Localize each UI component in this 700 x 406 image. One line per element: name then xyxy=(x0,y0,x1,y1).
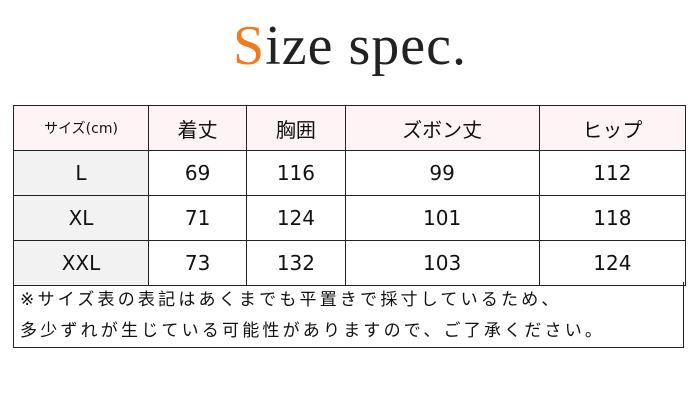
size-label: XXL xyxy=(13,240,149,286)
table-cell: 132 xyxy=(246,240,346,286)
size-label: L xyxy=(13,150,149,196)
size-note: ※サイズ表の表記はあくまでも平置きで採寸しているため、 多少ずれが生じている可能… xyxy=(13,282,684,348)
table-cell: 112 xyxy=(538,150,687,196)
table-cell: 118 xyxy=(538,195,687,241)
table-row: XL 71 124 101 118 xyxy=(13,195,687,241)
table-cell: 103 xyxy=(344,240,540,286)
header-size: サイズ(cm) xyxy=(13,105,149,151)
size-label: XL xyxy=(13,195,149,241)
size-table: サイズ(cm) 着丈 胸囲 ズボン丈 ヒップ L 69 116 99 112 X… xyxy=(13,105,687,286)
table-row: L 69 116 99 112 xyxy=(13,150,687,196)
table-cell: 99 xyxy=(344,150,540,196)
table-cell: 124 xyxy=(538,240,687,286)
table-cell: 73 xyxy=(147,240,248,286)
table-cell: 69 xyxy=(147,150,248,196)
note-line-2: 多少ずれが生じている可能性がありますので、ご了承ください。 xyxy=(20,321,606,341)
header-chest: 胸囲 xyxy=(246,105,346,151)
table-cell: 116 xyxy=(246,150,346,196)
table-cell: 71 xyxy=(147,195,248,241)
note-line-1: ※サイズ表の表記はあくまでも平置きで採寸しているため、 xyxy=(20,290,562,310)
table-cell: 101 xyxy=(344,195,540,241)
header-pants-length: ズボン丈 xyxy=(344,105,540,151)
table-header-row: サイズ(cm) 着丈 胸囲 ズボン丈 ヒップ xyxy=(13,105,687,151)
page-title: Size spec. xyxy=(0,14,700,78)
header-length: 着丈 xyxy=(147,105,248,151)
title-rest: ize spec. xyxy=(265,15,467,77)
table-cell: 124 xyxy=(246,195,346,241)
header-hip: ヒップ xyxy=(538,105,687,151)
table-row: XXL 73 132 103 124 xyxy=(13,240,687,286)
title-first-letter: S xyxy=(233,15,266,77)
